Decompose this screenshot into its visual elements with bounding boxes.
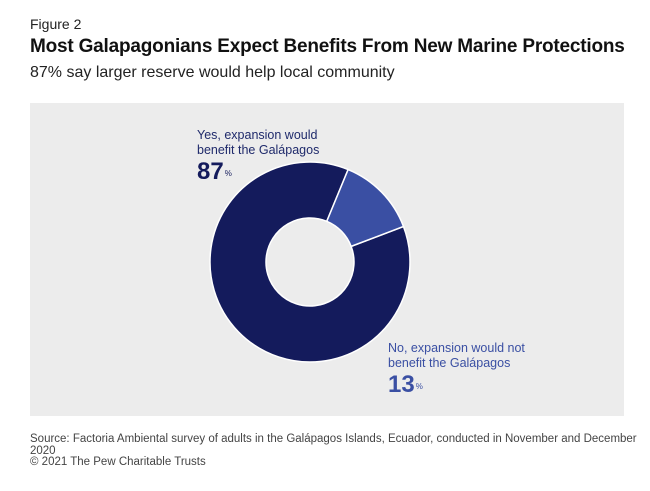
yes-value: 87 [197,158,224,185]
yes-label-line1: Yes, expansion would [197,128,318,142]
source-note: Source: Factoria Ambiental survey of adu… [30,433,637,457]
yes-label-line2: benefit the Galápagos [197,143,320,157]
chart-title: Most Galapagonians Expect Benefits From … [30,36,625,57]
no-percent-sign: % [415,382,423,391]
chart-subtitle: 87% say larger reserve would help local … [30,64,395,81]
no-slice-label: No, expansion would not benefit the Galá… [388,341,548,371]
donut-slice-no [325,168,405,248]
copyright-note: © 2021 The Pew Charitable Trusts [30,456,206,468]
no-value-label: 13% [388,373,423,397]
yes-slice-label: Yes, expansion would benefit the Galápag… [197,128,357,158]
no-value: 13 [388,371,415,398]
no-label-line1: No, expansion would not [388,341,525,355]
figure-label: Figure 2 [30,16,82,32]
donut-slice-yes [209,161,411,363]
no-label-line2: benefit the Galápagos [388,356,511,370]
donut-chart [209,161,411,363]
yes-percent-sign: % [224,169,232,178]
yes-value-label: 87% [197,160,232,184]
chart-panel: Yes, expansion would benefit the Galápag… [30,103,624,416]
